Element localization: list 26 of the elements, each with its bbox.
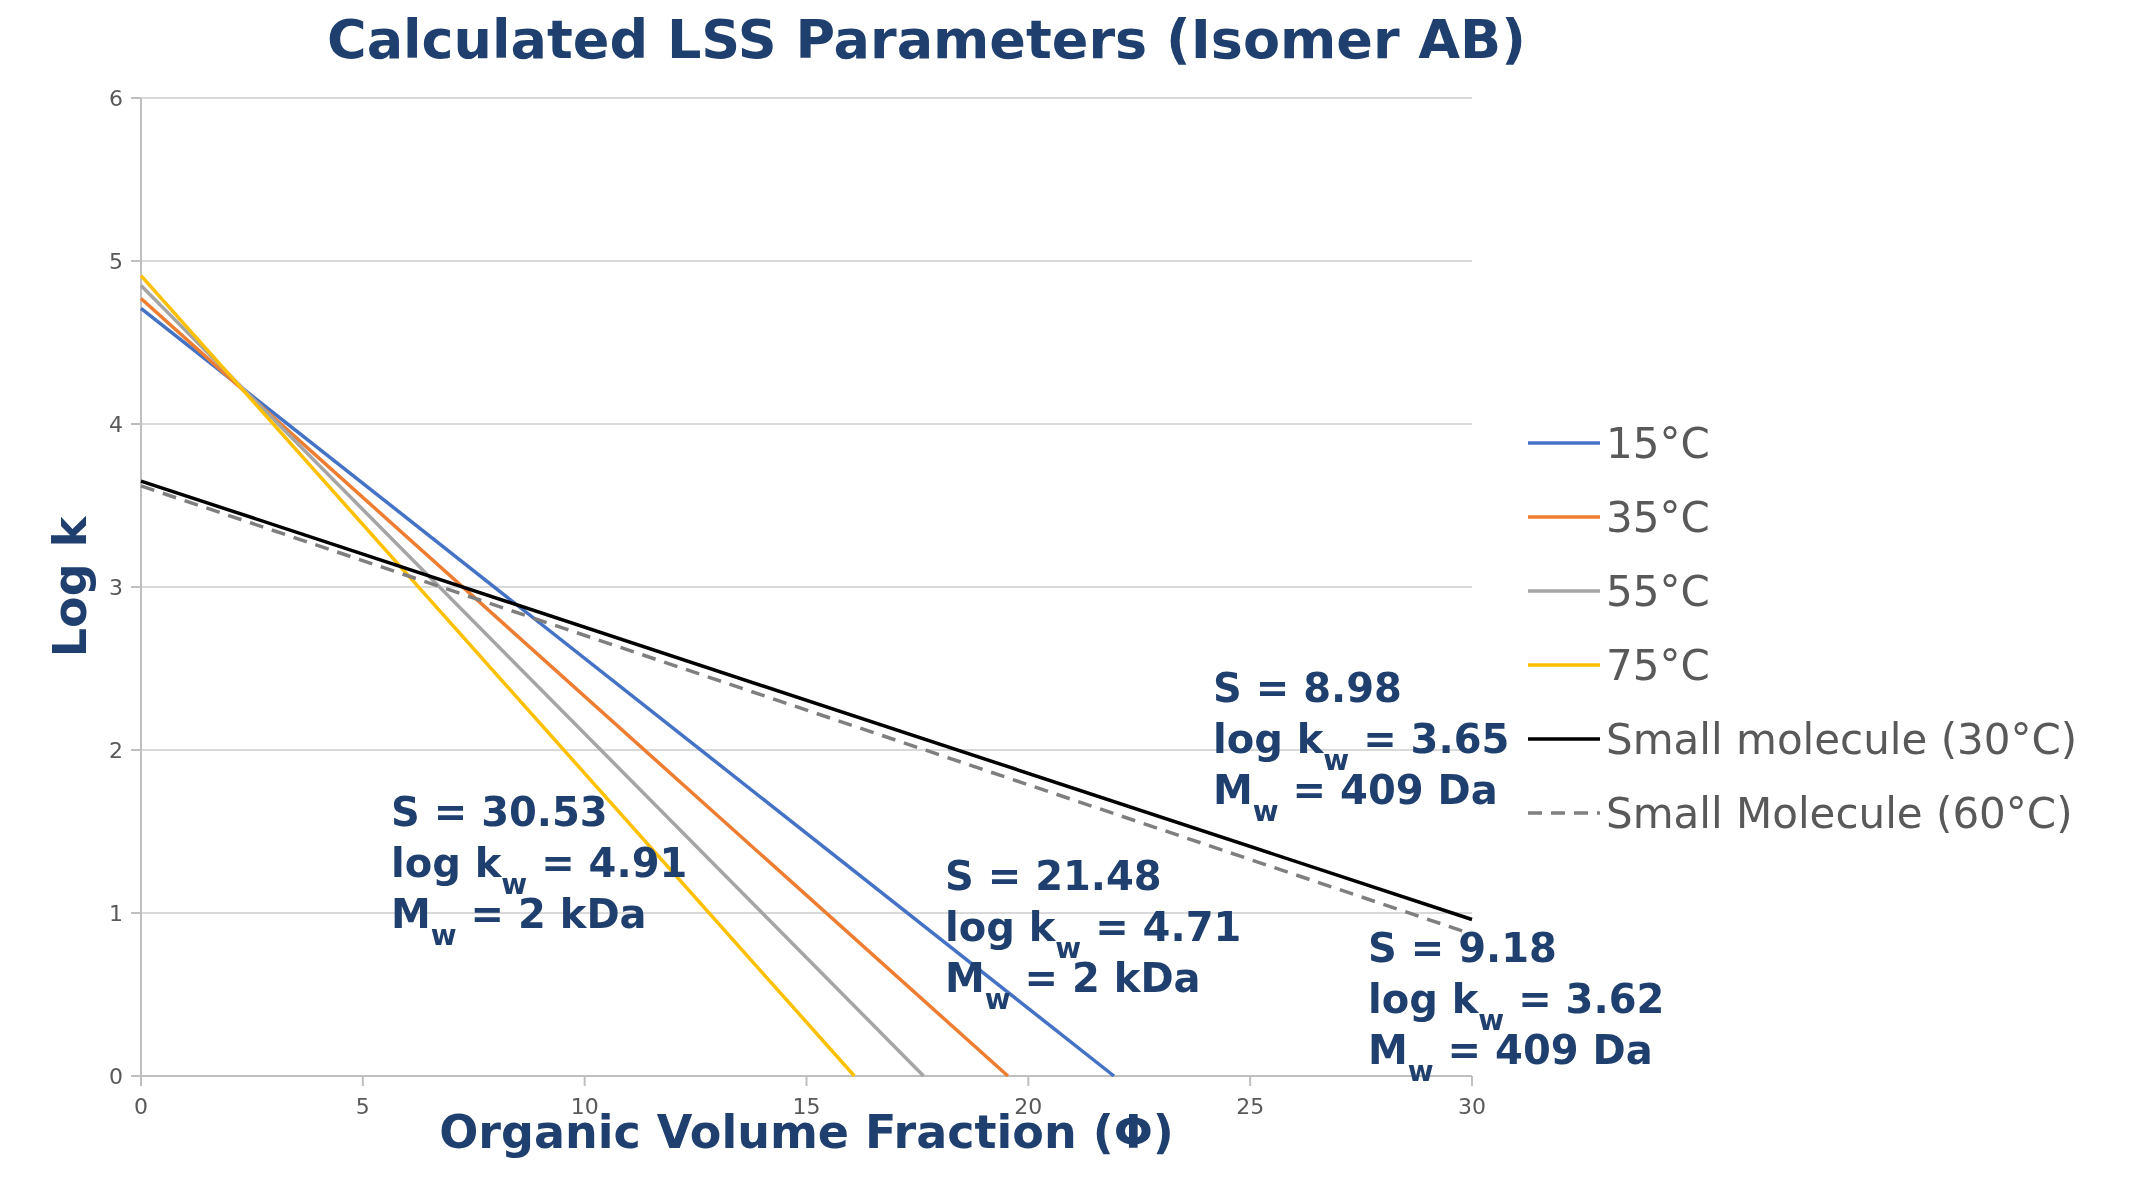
y-tick-label: 6 bbox=[109, 85, 123, 111]
y-tick-label: 0 bbox=[109, 1063, 123, 1089]
x-tick-label: 5 bbox=[355, 1094, 370, 1119]
legend-label: 15°C bbox=[1606, 418, 1710, 468]
y-tick-label: 2 bbox=[109, 737, 123, 763]
x-tick-label: 15 bbox=[792, 1094, 821, 1119]
annotation: S = 9.18 bbox=[1368, 925, 1557, 971]
annotation: S = 8.98 bbox=[1213, 665, 1402, 711]
y-tick-label: 4 bbox=[109, 411, 123, 437]
x-tick-label: 10 bbox=[570, 1094, 599, 1119]
annotation: S = 21.48 bbox=[945, 853, 1162, 899]
x-tick-label: 30 bbox=[1458, 1094, 1486, 1119]
y-tick-label: 1 bbox=[109, 900, 123, 926]
x-tick-label: 25 bbox=[1236, 1094, 1265, 1119]
y-tick-label: 5 bbox=[109, 248, 123, 274]
legend-label: 55°C bbox=[1606, 566, 1710, 616]
annotation: S = 30.53 bbox=[391, 789, 608, 835]
legend-label: 35°C bbox=[1606, 492, 1710, 542]
x-tick-label: 20 bbox=[1014, 1094, 1043, 1119]
legend-label: Small molecule (30°C) bbox=[1606, 714, 2078, 764]
legend-label: Small Molecule (60°C) bbox=[1606, 788, 2073, 838]
legend-label: 75°C bbox=[1606, 640, 1710, 690]
y-tick-label: 3 bbox=[109, 574, 123, 600]
x-tick-label: 0 bbox=[134, 1094, 148, 1119]
y-axis-title: Log k bbox=[43, 515, 97, 658]
chart-title: Calculated LSS Parameters (Isomer AB) bbox=[327, 8, 1526, 71]
